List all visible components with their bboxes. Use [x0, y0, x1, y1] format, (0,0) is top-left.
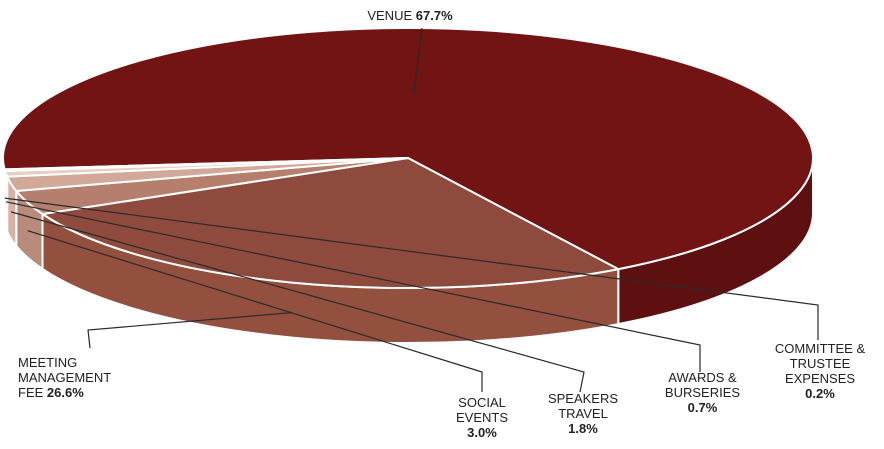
label-venue-name: VENUE	[367, 8, 413, 23]
label-speakers-travel: SPEAKERS TRAVEL 1.8%	[533, 391, 633, 436]
label-committee-pct: 0.2%	[805, 386, 835, 401]
leader-line-speakers-travel	[10, 211, 585, 393]
label-awards-burseries: AWARDS & BURSERIES 0.7%	[645, 370, 760, 415]
label-committee-line2: TRUSTEE	[789, 356, 851, 371]
leader-line-venue	[413, 27, 423, 93]
pie-tops	[2, 26, 814, 289]
label-speakers-pct: 1.8%	[568, 421, 598, 436]
pie-slice-meeting-management-fee	[41, 157, 620, 289]
label-social-pct: 3.0%	[467, 425, 497, 440]
label-mmf-line2: MANAGEMENT	[18, 370, 112, 385]
pie-slice-committee-trustee	[3, 157, 409, 172]
pie-slice-venue	[2, 26, 814, 271]
pie-sides	[2, 157, 814, 344]
label-awards-line1: AWARDS &	[668, 370, 737, 385]
label-venue: VENUE 67.7%	[320, 8, 500, 23]
label-awards-line2: BURSERIES	[664, 385, 741, 400]
label-awards-pct: 0.7%	[687, 400, 718, 415]
label-venue-pct: 67.7%	[415, 8, 453, 23]
label-mmf-line3: FEE	[18, 385, 44, 400]
leader-line-awards-burseries	[5, 201, 701, 372]
label-mmf-pct: 26.6%	[46, 385, 84, 400]
label-speakers-line1: SPEAKERS	[547, 391, 619, 406]
label-speakers-line2: TRAVEL	[558, 406, 608, 421]
leader-line-social-events	[27, 230, 483, 392]
leader-line-committee-trustee	[4, 197, 819, 340]
label-committee-line3: EXPENSES	[784, 371, 856, 386]
label-mmf-line1: MEETING	[18, 355, 78, 370]
label-social-events: SOCIAL EVENTS 3.0%	[437, 395, 527, 440]
label-committee-line1: COMMITTEE &	[774, 341, 866, 356]
leader-lines	[4, 27, 819, 393]
label-social-line1: SOCIAL	[458, 395, 506, 410]
label-committee-trustee: COMMITTEE & TRUSTEE EXPENSES 0.2%	[758, 341, 882, 401]
label-meeting-management-fee: MEETING MANAGEMENT FEE 26.6%	[18, 355, 178, 400]
label-social-line2: EVENTS	[455, 410, 508, 425]
leader-line-meeting-management-fee	[87, 311, 293, 349]
